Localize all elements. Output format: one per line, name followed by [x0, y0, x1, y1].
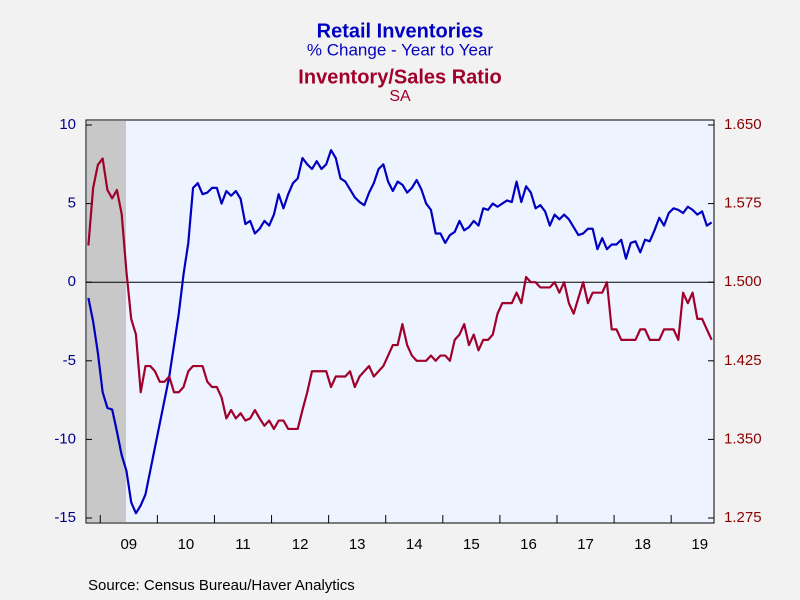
y2-tick-label: 1.650 — [724, 116, 762, 133]
y-tick-label: 0 — [68, 273, 76, 290]
y-tick-label: 5 — [68, 195, 76, 212]
x-tick-label: 14 — [406, 536, 423, 553]
x-tick-label: 11 — [235, 536, 251, 553]
x-tick-label: 10 — [178, 536, 195, 553]
y2-tick-label: 1.275 — [724, 509, 762, 526]
x-tick-label: 09 — [120, 536, 137, 553]
y2-tick-label: 1.500 — [724, 273, 762, 290]
x-tick-label: 18 — [634, 536, 651, 553]
source: Source: Census Bureau/Haver Analytics — [88, 577, 355, 594]
x-tick-label: 19 — [691, 536, 708, 553]
y2-tick-label: 1.425 — [724, 352, 762, 369]
plot-area — [85, 119, 715, 524]
y2-tick-label: 1.350 — [724, 430, 762, 447]
subtitle: % Change - Year to Year — [307, 40, 494, 59]
x-tick-label: 12 — [292, 536, 309, 553]
y-tick-label: -10 — [54, 430, 76, 447]
title: Inventory/Sales Ratio — [298, 66, 501, 88]
x-tick-label: 13 — [349, 536, 366, 553]
x-tick-label: 16 — [520, 536, 537, 553]
y-tick-label: -15 — [54, 509, 76, 526]
y2-tick-label: 1.575 — [724, 195, 762, 212]
x-tick-label: 15 — [463, 536, 480, 553]
y-tick-label: 10 — [59, 116, 76, 133]
subtitle: SA — [389, 88, 411, 105]
series-line — [87, 157, 713, 431]
title: Retail Inventories — [317, 20, 484, 42]
series-line — [87, 149, 713, 515]
x-tick-label: 17 — [577, 536, 594, 553]
y-tick-label: -5 — [63, 352, 76, 369]
